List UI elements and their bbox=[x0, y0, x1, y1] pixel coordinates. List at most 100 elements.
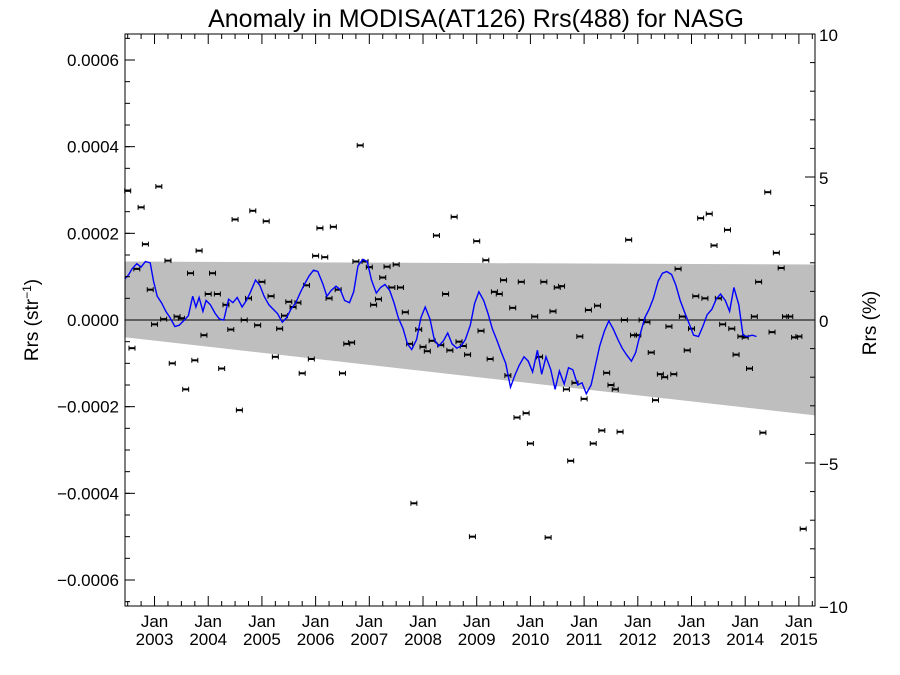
data-point bbox=[486, 356, 494, 362]
left-y-tick-label: −0.0002 bbox=[57, 398, 119, 417]
data-point bbox=[128, 345, 136, 351]
data-point bbox=[182, 386, 190, 392]
data-point bbox=[204, 291, 212, 297]
data-point bbox=[365, 264, 373, 270]
data-point bbox=[191, 357, 199, 363]
plot-area bbox=[124, 142, 815, 541]
data-point bbox=[423, 348, 431, 354]
data-point bbox=[396, 285, 404, 290]
data-point bbox=[558, 283, 566, 289]
left-y-tick-label: −0.0004 bbox=[57, 484, 119, 503]
data-point bbox=[312, 253, 320, 259]
data-point bbox=[705, 211, 713, 217]
data-point bbox=[262, 218, 270, 224]
data-point bbox=[164, 258, 172, 264]
data-point bbox=[495, 291, 503, 297]
data-point bbox=[625, 237, 633, 243]
left-y-tick-label: 0.0004 bbox=[67, 138, 119, 157]
left-y-axis: −0.0006 −0.0004 −0.0002 0.0000 0.0002 0.0004 0… bbox=[57, 37, 135, 603]
data-point bbox=[401, 309, 409, 315]
left-y-axis-label-base: Rrs (str bbox=[22, 298, 43, 361]
data-point bbox=[231, 216, 239, 222]
left-y-tick-label: 0.0000 bbox=[67, 311, 119, 330]
data-point bbox=[562, 386, 570, 392]
x-tick-year-label: 2008 bbox=[404, 630, 442, 649]
x-tick-year-label: 2004 bbox=[189, 630, 227, 649]
data-point bbox=[446, 347, 454, 353]
data-point bbox=[160, 316, 168, 322]
data-point bbox=[392, 262, 400, 268]
x-tick-year-label: 2013 bbox=[673, 630, 711, 649]
data-point bbox=[374, 296, 382, 302]
data-point bbox=[513, 415, 521, 420]
data-point bbox=[267, 293, 275, 299]
data-point bbox=[468, 534, 476, 540]
x-tick-month-label: Jan bbox=[195, 612, 222, 631]
x-tick-year-label: 2006 bbox=[297, 630, 335, 649]
data-point bbox=[683, 347, 691, 353]
data-point bbox=[419, 344, 427, 350]
left-y-axis-label-superscript: −1 bbox=[20, 285, 34, 299]
data-point bbox=[442, 291, 450, 297]
x-tick-month-label: Jan bbox=[517, 612, 544, 631]
right-y-tick-label: 5 bbox=[819, 169, 828, 188]
right-y-tick-label: 10 bbox=[819, 26, 838, 45]
data-point bbox=[249, 208, 257, 214]
x-tick-month-label: Jan bbox=[356, 612, 383, 631]
right-y-tick-label: 0 bbox=[819, 312, 828, 331]
data-point bbox=[383, 264, 391, 270]
data-point bbox=[240, 317, 248, 323]
data-point bbox=[607, 382, 615, 388]
data-point bbox=[576, 333, 584, 339]
data-point bbox=[594, 303, 602, 309]
x-tick-year-label: 2005 bbox=[243, 630, 281, 649]
data-point bbox=[450, 214, 458, 220]
data-point bbox=[701, 295, 709, 301]
data-point bbox=[661, 374, 669, 380]
data-point bbox=[137, 204, 145, 210]
data-point bbox=[674, 266, 682, 272]
left-y-tick-label: 0.0002 bbox=[67, 224, 119, 243]
data-point bbox=[482, 257, 490, 263]
x-tick-month-label: Jan bbox=[678, 612, 705, 631]
right-y-axis-label: Rrs (%) bbox=[860, 291, 881, 355]
data-point bbox=[195, 248, 203, 254]
x-tick-month-label: Jan bbox=[463, 612, 490, 631]
x-tick-month-label: Jan bbox=[141, 612, 168, 631]
x-tick-year-label: 2010 bbox=[511, 630, 549, 649]
data-point bbox=[531, 314, 539, 320]
data-point bbox=[526, 441, 534, 446]
data-point bbox=[141, 241, 149, 247]
x-tick-year-label: 2014 bbox=[726, 630, 764, 649]
data-point bbox=[692, 293, 700, 299]
data-point bbox=[338, 370, 346, 376]
x-tick-year-label: 2007 bbox=[350, 630, 388, 649]
data-point bbox=[379, 275, 387, 281]
data-point bbox=[603, 370, 611, 376]
left-y-tick-label: 0.0006 bbox=[67, 51, 119, 70]
data-point bbox=[227, 327, 235, 333]
data-point bbox=[356, 142, 364, 148]
data-point bbox=[750, 314, 758, 320]
data-point bbox=[540, 279, 548, 285]
data-point bbox=[245, 295, 253, 301]
data-point bbox=[473, 238, 481, 244]
data-point bbox=[728, 326, 736, 332]
data-point bbox=[598, 428, 606, 433]
data-point bbox=[321, 254, 329, 260]
data-point bbox=[370, 302, 378, 308]
data-point bbox=[155, 184, 163, 190]
data-point bbox=[652, 397, 660, 403]
data-point bbox=[580, 396, 588, 402]
x-tick-month-label: Jan bbox=[302, 612, 329, 631]
data-point bbox=[522, 410, 530, 416]
x-tick-month-label: Jan bbox=[731, 612, 758, 631]
data-point bbox=[298, 370, 306, 376]
data-point bbox=[549, 308, 557, 314]
right-y-tick-label: −5 bbox=[819, 455, 838, 474]
data-point bbox=[665, 324, 673, 329]
x-tick-year-label: 2003 bbox=[136, 630, 174, 649]
data-point bbox=[307, 356, 315, 362]
data-point bbox=[124, 188, 132, 194]
data-point bbox=[795, 333, 803, 339]
